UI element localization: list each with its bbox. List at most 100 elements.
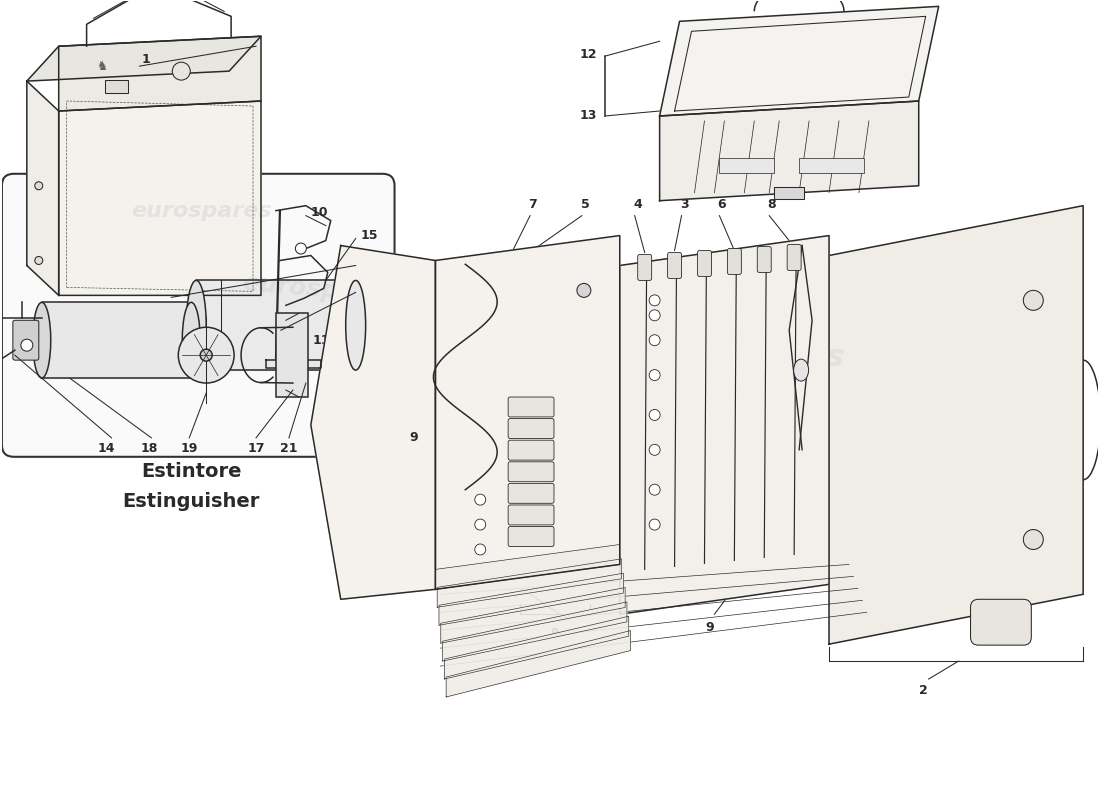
Circle shape <box>649 484 660 495</box>
Text: 17: 17 <box>248 442 265 455</box>
Text: eurospares: eurospares <box>582 322 777 378</box>
FancyBboxPatch shape <box>668 253 682 278</box>
FancyBboxPatch shape <box>13 320 39 360</box>
Bar <box>276 314 308 397</box>
Polygon shape <box>26 81 58 295</box>
FancyBboxPatch shape <box>757 246 771 273</box>
FancyBboxPatch shape <box>508 397 554 417</box>
Polygon shape <box>42 302 191 378</box>
FancyBboxPatch shape <box>508 418 554 438</box>
Text: eurospares: eurospares <box>652 327 847 373</box>
Ellipse shape <box>186 281 206 370</box>
FancyBboxPatch shape <box>508 440 554 460</box>
Circle shape <box>649 410 660 421</box>
Text: 12: 12 <box>580 48 597 61</box>
Text: ♞: ♞ <box>96 60 107 73</box>
Polygon shape <box>437 559 622 607</box>
Text: 5: 5 <box>581 198 590 210</box>
Circle shape <box>35 257 43 265</box>
Polygon shape <box>266 360 321 368</box>
Polygon shape <box>660 6 938 116</box>
Text: 13: 13 <box>580 110 597 122</box>
Text: 3: 3 <box>680 198 689 210</box>
Text: eurospares: eurospares <box>131 201 272 221</box>
FancyBboxPatch shape <box>575 274 598 307</box>
Polygon shape <box>619 235 829 614</box>
Circle shape <box>278 362 284 366</box>
Polygon shape <box>436 235 619 590</box>
Polygon shape <box>196 281 355 370</box>
Circle shape <box>649 295 660 306</box>
Polygon shape <box>444 616 629 679</box>
FancyBboxPatch shape <box>508 462 554 482</box>
FancyBboxPatch shape <box>508 505 554 525</box>
Circle shape <box>173 62 190 80</box>
Polygon shape <box>311 246 436 599</box>
Polygon shape <box>26 36 261 81</box>
Polygon shape <box>442 602 627 661</box>
Polygon shape <box>660 101 918 201</box>
Text: 20: 20 <box>361 259 378 272</box>
Text: 4: 4 <box>634 198 642 210</box>
Circle shape <box>1023 530 1043 550</box>
Text: 16: 16 <box>361 286 378 299</box>
Circle shape <box>649 310 660 321</box>
FancyBboxPatch shape <box>508 483 554 503</box>
Text: 7: 7 <box>528 198 537 210</box>
Text: 1: 1 <box>142 53 151 66</box>
FancyBboxPatch shape <box>697 250 712 277</box>
Polygon shape <box>441 587 625 643</box>
Text: 11: 11 <box>312 334 330 346</box>
Polygon shape <box>829 206 1084 644</box>
Polygon shape <box>58 101 261 295</box>
Text: 9: 9 <box>410 431 418 444</box>
Ellipse shape <box>33 302 51 378</box>
Bar <box>799 158 864 173</box>
Ellipse shape <box>794 359 808 381</box>
Polygon shape <box>58 36 261 111</box>
Text: 9: 9 <box>705 622 714 634</box>
Text: 14: 14 <box>98 442 116 455</box>
FancyBboxPatch shape <box>970 599 1032 645</box>
FancyBboxPatch shape <box>788 245 801 270</box>
FancyBboxPatch shape <box>2 174 395 457</box>
Circle shape <box>298 362 304 366</box>
Circle shape <box>200 349 212 361</box>
Circle shape <box>35 182 43 190</box>
Circle shape <box>649 444 660 455</box>
Text: Estinguisher: Estinguisher <box>122 492 260 511</box>
Circle shape <box>649 519 660 530</box>
FancyBboxPatch shape <box>638 254 651 281</box>
Text: eurospares: eurospares <box>241 271 400 310</box>
Bar <box>104 80 129 93</box>
Circle shape <box>1023 290 1043 310</box>
Circle shape <box>475 544 486 555</box>
Circle shape <box>475 494 486 505</box>
Bar <box>719 158 774 173</box>
Bar <box>774 186 804 198</box>
Polygon shape <box>436 545 619 590</box>
Circle shape <box>576 283 591 298</box>
FancyBboxPatch shape <box>727 249 741 274</box>
Text: 19: 19 <box>180 442 198 455</box>
Circle shape <box>649 370 660 381</box>
Polygon shape <box>439 573 624 626</box>
Polygon shape <box>447 630 630 697</box>
FancyBboxPatch shape <box>585 277 704 304</box>
FancyBboxPatch shape <box>508 526 554 546</box>
Ellipse shape <box>183 302 200 378</box>
Text: 6: 6 <box>717 198 726 210</box>
Ellipse shape <box>345 281 365 370</box>
Circle shape <box>21 339 33 351</box>
Text: 10: 10 <box>311 206 328 219</box>
Circle shape <box>296 243 306 254</box>
Circle shape <box>178 327 234 383</box>
Text: 9: 9 <box>551 627 559 640</box>
Circle shape <box>475 519 486 530</box>
Text: 2: 2 <box>920 684 928 697</box>
Text: 21: 21 <box>280 442 298 455</box>
Text: 18: 18 <box>141 442 158 455</box>
Text: 15: 15 <box>361 229 378 242</box>
Text: 8: 8 <box>767 198 775 210</box>
Circle shape <box>649 334 660 346</box>
